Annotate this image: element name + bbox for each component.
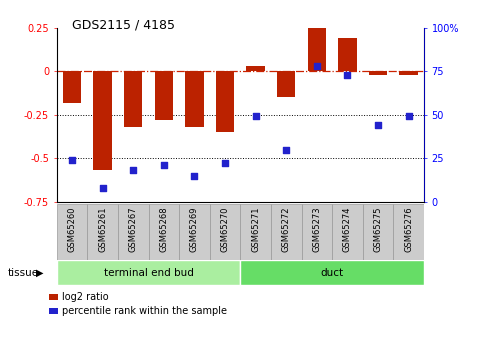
Bar xyxy=(87,204,118,260)
Bar xyxy=(399,71,418,75)
Bar xyxy=(308,26,326,71)
Text: GSM65273: GSM65273 xyxy=(313,206,321,252)
Bar xyxy=(246,66,265,71)
Bar xyxy=(393,204,424,260)
Text: GSM65272: GSM65272 xyxy=(282,206,291,252)
Point xyxy=(129,168,137,173)
Point xyxy=(68,157,76,163)
Text: GSM65260: GSM65260 xyxy=(68,206,76,252)
Text: GSM65274: GSM65274 xyxy=(343,206,352,252)
Bar xyxy=(369,71,387,75)
Bar xyxy=(241,204,271,260)
Bar xyxy=(210,204,240,260)
Point xyxy=(190,173,198,178)
Bar xyxy=(241,260,424,285)
Bar xyxy=(216,71,234,132)
Bar xyxy=(185,71,204,127)
Text: terminal end bud: terminal end bud xyxy=(104,268,193,277)
Bar xyxy=(63,71,81,102)
Bar xyxy=(57,260,241,285)
Bar xyxy=(57,204,87,260)
Bar xyxy=(338,38,356,71)
Bar xyxy=(94,71,112,170)
Text: log2 ratio: log2 ratio xyxy=(62,293,108,302)
Point xyxy=(252,114,260,119)
Bar xyxy=(118,204,148,260)
Text: GDS2115 / 4185: GDS2115 / 4185 xyxy=(72,19,175,32)
Point xyxy=(405,114,413,119)
Text: GSM65271: GSM65271 xyxy=(251,206,260,252)
Bar xyxy=(155,71,173,120)
Text: GSM65268: GSM65268 xyxy=(159,206,168,252)
Bar xyxy=(302,204,332,260)
Text: tissue: tissue xyxy=(7,268,38,277)
Point xyxy=(282,147,290,152)
Point xyxy=(374,122,382,128)
Point xyxy=(221,161,229,166)
Text: percentile rank within the sample: percentile rank within the sample xyxy=(62,306,227,316)
Point xyxy=(160,162,168,168)
Text: GSM65276: GSM65276 xyxy=(404,206,413,252)
Text: GSM65269: GSM65269 xyxy=(190,206,199,252)
Text: ▶: ▶ xyxy=(35,268,43,277)
Bar xyxy=(363,204,393,260)
Text: GSM65267: GSM65267 xyxy=(129,206,138,252)
Text: GSM65261: GSM65261 xyxy=(98,206,107,252)
Bar xyxy=(271,204,302,260)
Bar xyxy=(124,71,142,127)
Point xyxy=(344,72,352,77)
Text: GSM65275: GSM65275 xyxy=(374,206,383,252)
Bar xyxy=(277,71,295,97)
Text: GSM65270: GSM65270 xyxy=(220,206,230,252)
Bar xyxy=(148,204,179,260)
Text: duct: duct xyxy=(320,268,344,277)
Bar xyxy=(332,204,363,260)
Bar xyxy=(179,204,210,260)
Point xyxy=(99,185,106,191)
Point xyxy=(313,63,321,69)
